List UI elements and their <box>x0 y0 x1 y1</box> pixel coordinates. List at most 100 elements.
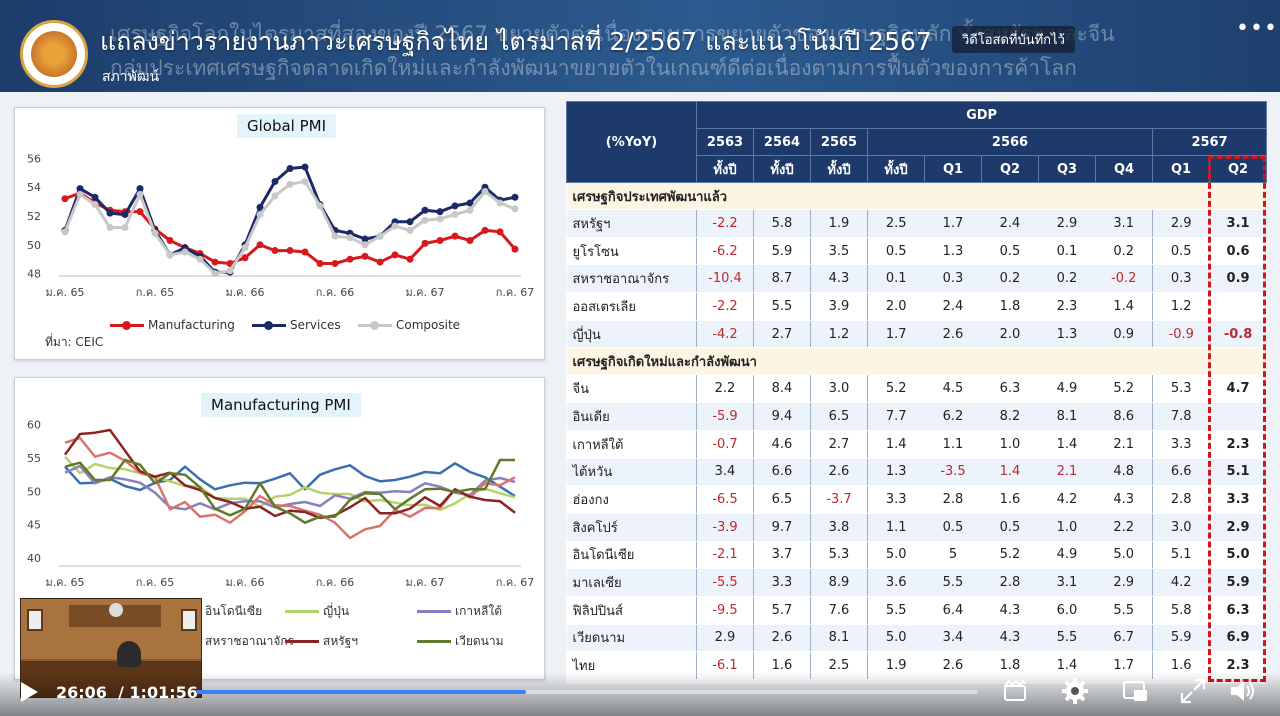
gdp-value-cell: 1.0 <box>981 430 1039 459</box>
gdp-value-cell: 2.8 <box>924 485 982 514</box>
table-row: ไทย -6.1 1.6 2.5 1.9 2.6 1.8 1.4 1.7 1.6 2.3 <box>566 651 1267 680</box>
gdp-data-table: (%YoY) GDP 2563 2564 2565 2566 2567 ทั้ง… <box>566 101 1268 680</box>
country-cell: จีน <box>566 374 697 404</box>
channel-name[interactable]: สภาพัฒน์ <box>102 69 160 85</box>
clip-icon[interactable] <box>1000 676 1030 706</box>
fullscreen-icon[interactable] <box>1178 676 1208 706</box>
legend-manufacturing: Manufacturing <box>110 318 235 332</box>
period-header: ทั้งปี <box>867 155 925 183</box>
gdp-value-cell: 1.7 <box>924 209 982 238</box>
period-header: Q2 <box>981 155 1039 183</box>
table-row: ฮ่องกง -6.5 6.5 -3.7 3.3 2.8 1.6 4.2 4.3 2.8 3.3 <box>566 485 1267 514</box>
gdp-value-cell: 5.5 <box>1038 624 1096 653</box>
series-line <box>64 464 516 511</box>
gdp-value-cell: 7.6 <box>810 596 868 625</box>
gdp-value-cell: 0.5 <box>924 513 982 542</box>
country-cell: ไทย <box>566 651 697 680</box>
x-tick-label: ก.ค. 67 <box>496 286 535 299</box>
series-line <box>63 179 516 276</box>
gdp-value-cell: 3.6 <box>867 568 925 597</box>
gdp-value-cell: 5.5 <box>753 292 811 321</box>
year-header: 2565 <box>810 128 868 156</box>
section-header: เศรษฐกิจเกิดใหม่และกำลังพัฒนา <box>566 347 1267 376</box>
gdp-value-cell <box>1209 402 1267 431</box>
speaker-video-thumbnail[interactable] <box>20 598 202 698</box>
gdp-value-cell: 1.1 <box>924 430 982 459</box>
data-point <box>136 208 144 216</box>
data-point <box>436 236 444 244</box>
data-point <box>466 199 474 207</box>
more-options-icon[interactable]: ••• <box>1236 16 1278 41</box>
gdp-value-cell: 2.8 <box>1152 485 1210 514</box>
gdp-value-cell: 1.9 <box>810 209 868 238</box>
gdp-value-cell: 0.2 <box>1095 237 1153 266</box>
country-cell: อินเดีย <box>566 402 697 431</box>
x-tick-label: ก.ค. 66 <box>316 576 355 589</box>
table-row: เกาหลีใต้ -0.7 4.6 2.7 1.4 1.1 1.0 1.4 2.1 3.3 2.3 <box>566 430 1267 459</box>
gdp-value-cell: 2.4 <box>981 209 1039 238</box>
agency-logo[interactable] <box>20 20 88 88</box>
settings-icon[interactable] <box>1060 676 1090 706</box>
volume-icon[interactable] <box>1228 676 1258 706</box>
period-header: Q3 <box>1038 155 1096 183</box>
global-pmi-chart: 48 50 52 54 56 ม.ค. 65 ก.ค. 65 ม.ค. 66 ก.ค. 66 ม.… <box>14 107 545 360</box>
gdp-group-header: GDP <box>695 101 1268 129</box>
gdp-value-cell: 3.1 <box>1038 568 1096 597</box>
gdp-value-cell: 6.6 <box>1152 458 1210 487</box>
y-tick-label: 56 <box>27 152 41 165</box>
gdp-value-cell: 8.1 <box>810 624 868 653</box>
country-cell: อินโดนีเซีย <box>566 541 697 570</box>
data-point <box>376 232 384 240</box>
gdp-value-cell: 1.3 <box>867 458 925 487</box>
gdp-value-cell: -6.5 <box>696 485 754 514</box>
x-tick-label: ก.ค. 65 <box>136 286 175 299</box>
miniplayer-icon[interactable] <box>1120 676 1150 706</box>
gdp-value-cell: 7.7 <box>867 402 925 431</box>
table-row: สหรัฐฯ -2.2 5.8 1.9 2.5 1.7 2.4 2.9 3.1 2.9 3.1 <box>566 209 1267 238</box>
gdp-value-cell: -10.4 <box>696 264 754 294</box>
country-cell: สหราชอาณาจักร <box>566 264 697 294</box>
data-point <box>361 252 369 260</box>
gdp-value-cell: 0.9 <box>1095 320 1153 349</box>
table-row: ญี่ปุ่น -4.2 2.7 1.2 1.7 2.6 2.0 1.3 0.9 -0.9 -0.8 <box>566 320 1267 349</box>
gdp-value-cell: 5.0 <box>1209 541 1267 570</box>
data-point <box>316 260 324 268</box>
gdp-value-cell: 5.0 <box>867 624 925 653</box>
table-row: เวียดนาม 2.9 2.6 8.1 5.0 3.4 4.3 5.5 6.7 5.9 6.9 <box>566 624 1267 653</box>
gdp-value-cell: 4.9 <box>1038 374 1096 404</box>
series-line <box>64 455 516 512</box>
emblem-icon <box>109 603 123 617</box>
data-point <box>286 180 294 188</box>
year-header: 2566 <box>867 128 1153 156</box>
section-header: เศรษฐกิจประเทศพัฒนาแล้ว <box>566 182 1267 210</box>
gdp-value-cell: 6.2 <box>924 402 982 431</box>
gdp-value-cell: 8.6 <box>1095 402 1153 431</box>
country-cell: สิงคโปร์ <box>566 513 697 542</box>
gdp-value-cell: 4.8 <box>1095 458 1153 487</box>
x-tick-label: ก.ค. 66 <box>316 286 355 299</box>
chart-source-note: ที่มา: CEIC <box>45 335 104 349</box>
manufacturing-pmi-title: Manufacturing PMI <box>201 393 361 417</box>
data-point <box>181 248 189 256</box>
gdp-value-cell: 4.5 <box>924 374 982 404</box>
gdp-value-cell: 2.3 <box>1209 651 1267 680</box>
data-point <box>91 193 99 201</box>
data-point <box>406 226 414 234</box>
data-point <box>271 177 279 185</box>
play-icon[interactable] <box>18 680 40 704</box>
gdp-value-cell: 3.3 <box>867 485 925 514</box>
gdp-value-cell: 4.3 <box>981 596 1039 625</box>
video-title[interactable]: แถลงข่าวรายงานภาวะเศรษฐกิจไทย ไตรมาสที่ … <box>100 27 932 56</box>
recorded-live-badge: วิดีโอสดที่บันทึกไว้ <box>952 26 1075 53</box>
data-point <box>241 244 249 252</box>
gdp-value-cell: 2.6 <box>924 320 982 349</box>
progress-bar[interactable] <box>196 690 978 694</box>
gdp-value-cell: 2.3 <box>1038 292 1096 321</box>
data-point <box>451 232 459 240</box>
gdp-value-cell: -0.9 <box>1152 320 1210 349</box>
legend-usa: สหรัฐฯ <box>285 632 358 651</box>
gdp-value-cell: 8.7 <box>753 264 811 294</box>
gdp-value-cell: 3.3 <box>1152 430 1210 459</box>
gdp-value-cell: 2.2 <box>1095 513 1153 542</box>
